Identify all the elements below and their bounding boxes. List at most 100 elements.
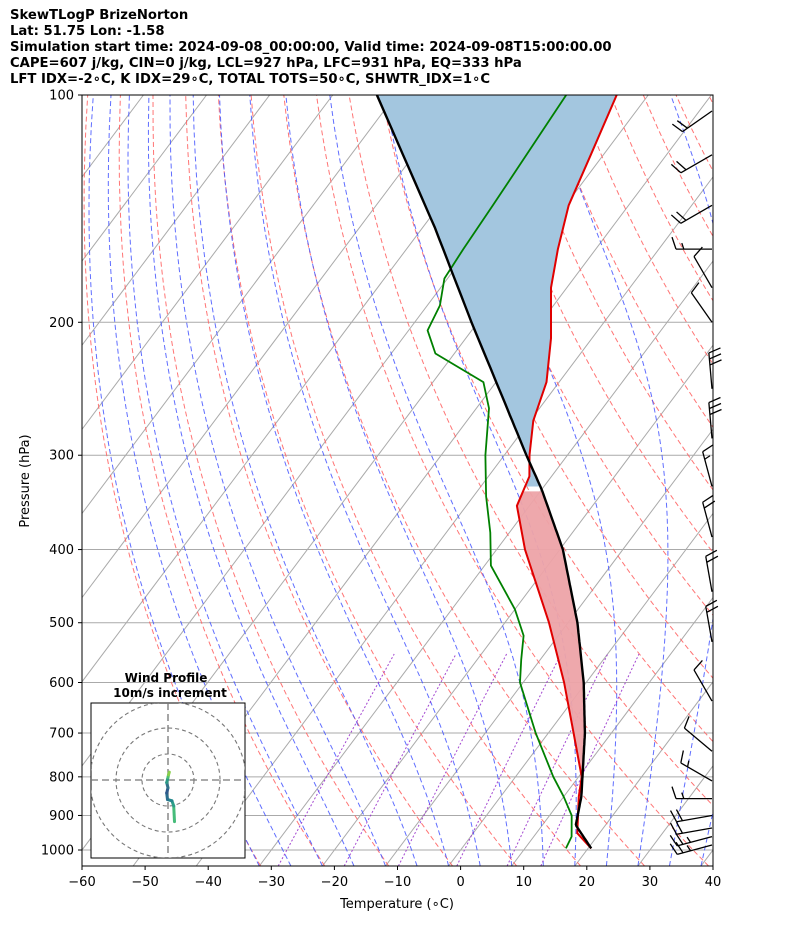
wind-barb <box>705 549 719 592</box>
dry-adiabat <box>185 95 454 866</box>
positive-area-fill <box>516 491 585 827</box>
barb-flag <box>671 236 677 250</box>
barb-staff <box>702 451 713 487</box>
profile-lines <box>375 95 618 850</box>
isotherm--100 <box>82 95 397 515</box>
moist-adiabat <box>127 95 323 866</box>
barb-flag <box>702 494 714 503</box>
hodograph-segment <box>167 770 171 777</box>
location-line: Lat: 51.75 Lon: -1.58 <box>10 24 165 39</box>
y-tick-label: 200 <box>49 316 74 331</box>
wind-barb <box>705 599 719 642</box>
wind-barb <box>702 444 714 487</box>
barb-half-flag <box>681 792 685 799</box>
isotherm--90 <box>82 95 460 599</box>
barb-flag <box>675 833 684 845</box>
mixing-ratio-line <box>540 653 640 866</box>
mixing-ratio-line <box>397 653 508 866</box>
y-tick-label: 1000 <box>41 844 74 859</box>
y-tick-label: 100 <box>49 89 74 104</box>
mixing-ratio-line <box>343 653 457 866</box>
barb-flag <box>705 549 718 557</box>
mixing-ratio-line <box>506 653 609 866</box>
dry-adiabat <box>152 95 390 866</box>
barb-flag <box>670 163 682 174</box>
moist-adiabat <box>700 809 713 866</box>
y-tick-label: 300 <box>49 449 74 464</box>
dewpoint-line <box>426 95 573 849</box>
isotherm--20 <box>322 344 713 866</box>
dry-adiabat <box>348 95 713 807</box>
moist-adiabat <box>285 95 513 866</box>
dry-adiabat <box>217 95 517 866</box>
moist-adiabat <box>169 95 386 866</box>
axis-ticks: −60 −50 −40 −30 −20 −10 0 10 20 30 40 100 200 300 400 5… <box>41 89 721 891</box>
isotherm--130 <box>82 95 207 262</box>
x-axis-label: Temperature (∘C) <box>339 897 454 912</box>
barb-flag <box>709 359 722 366</box>
x-tick-label: −40 <box>194 875 221 890</box>
barb-staff <box>690 292 713 323</box>
isotherm--120 <box>82 95 271 347</box>
isotherm--80 <box>82 95 523 683</box>
wind-barb <box>708 396 722 439</box>
moist-adiabat <box>219 95 450 866</box>
dry-adiabat <box>544 95 713 429</box>
wind-barb <box>680 750 713 782</box>
barb-flag <box>676 160 687 171</box>
x-tick-label: 0 <box>456 875 464 890</box>
dry-adiabat <box>642 95 713 238</box>
cape-line: CAPE=607 j/kg, CIN=0 j/kg, LCL=927 hPa, … <box>10 56 522 71</box>
barb-flag <box>705 599 718 607</box>
x-tick-label: 10 <box>515 875 532 890</box>
wind-barbs <box>669 110 722 855</box>
cape-cin-fills <box>376 95 617 827</box>
wind-barb <box>670 204 713 224</box>
barb-flag <box>669 810 678 823</box>
isotherm-50 <box>764 95 794 866</box>
hodograph-title: Wind Profile <box>125 671 208 685</box>
barb-flag <box>669 822 678 835</box>
wind-barb <box>690 282 713 323</box>
wind-barb <box>671 786 712 800</box>
isotherm--30 <box>258 260 713 866</box>
isotherm--10 <box>385 428 713 866</box>
barb-staff <box>680 762 713 782</box>
barb-flag <box>709 353 722 360</box>
x-tick-label: −20 <box>321 875 348 890</box>
hodograph-segment <box>172 804 176 824</box>
wind-barb <box>669 833 713 847</box>
moist-adiabat <box>107 95 292 866</box>
hodograph-subtitle: 10m/s increment <box>113 686 227 700</box>
barb-half-flag <box>686 760 690 767</box>
barb-flag <box>708 347 721 354</box>
y-tick-label: 700 <box>49 727 74 742</box>
x-tick-label: −50 <box>131 875 158 890</box>
y-tick-label: 400 <box>49 543 74 558</box>
y-tick-label: 900 <box>49 809 74 824</box>
moist-adiabat <box>249 95 481 866</box>
barb-flag <box>702 444 714 453</box>
moist-adiabat <box>384 95 577 866</box>
isotherm-0 <box>448 512 713 866</box>
dry-adiabat <box>708 95 713 105</box>
x-tick-label: −30 <box>258 875 285 890</box>
y-tick-label: 600 <box>49 676 74 691</box>
wind-barb <box>671 110 713 133</box>
barb-flag <box>706 605 719 613</box>
dry-adiabat <box>446 95 713 616</box>
isotherm--110 <box>82 95 334 431</box>
wind-barb <box>671 236 712 250</box>
hodograph-inset: Wind Profile 10m/s increment <box>90 671 246 859</box>
mixing-ratio-line <box>277 653 395 866</box>
barb-flag <box>676 211 687 221</box>
barb-half-flag <box>686 836 692 843</box>
barb-flag <box>670 214 682 224</box>
moist-adiabat <box>454 95 618 866</box>
dry-adiabat <box>316 95 709 866</box>
barb-flag <box>676 120 688 129</box>
isotherm-10 <box>511 596 713 866</box>
barb-flag <box>675 841 684 854</box>
mixing-ratio-line <box>456 653 562 866</box>
dry-adiabat <box>774 95 794 866</box>
